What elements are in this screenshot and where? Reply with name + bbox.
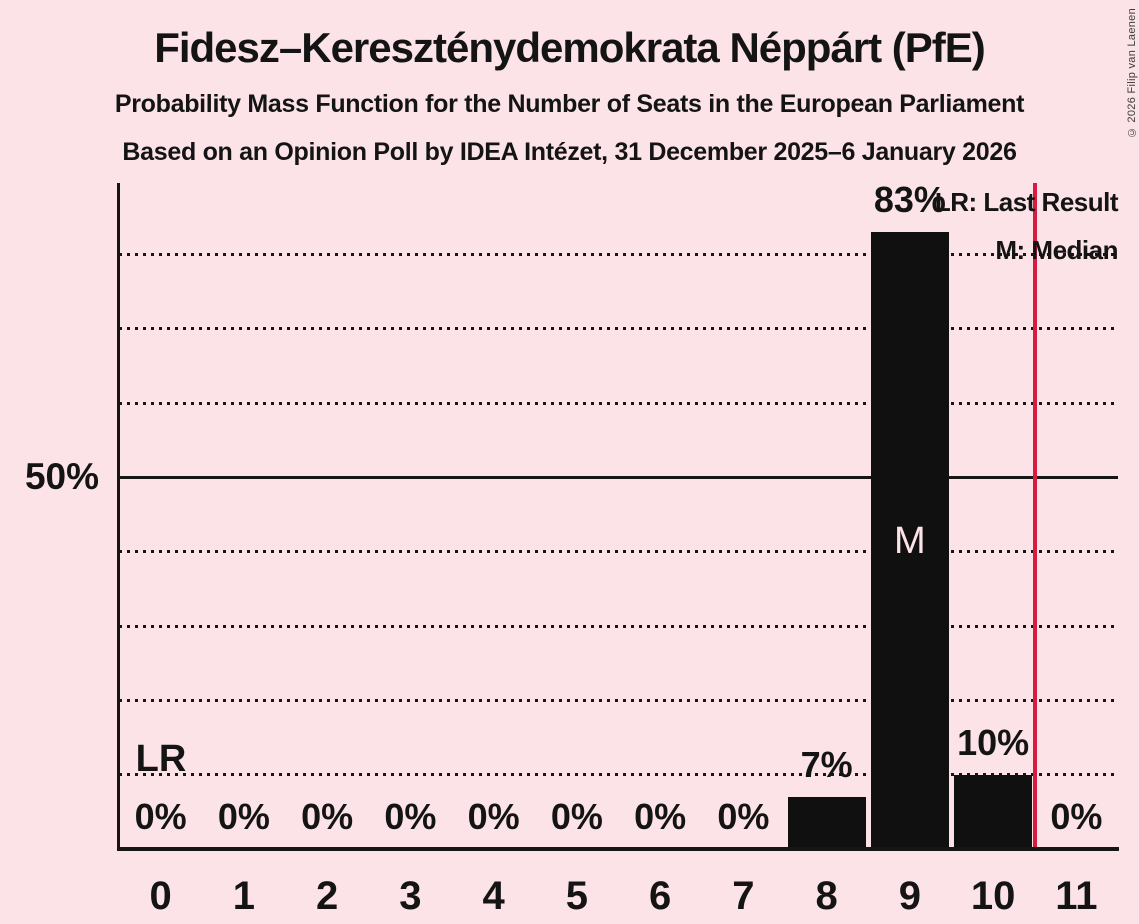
x-axis-line [117,847,1119,851]
x-axis-tick-4: 4 [482,874,505,918]
x-axis-tick-8: 8 [815,874,838,918]
legend-median: M: Median [995,235,1118,265]
legend-last-result: LR: Last Result [934,187,1119,217]
x-axis-tick-10: 10 [970,874,1016,918]
chart-subtitle-line1: Probability Mass Function for the Number… [114,90,1025,118]
y-axis-tick-50: 50% [24,456,99,497]
gridline-70pct [119,327,1118,331]
bar-label-seat-6: 0% [634,796,687,837]
last-result-label: LR [135,738,187,780]
x-axis-tick-0: 0 [149,874,172,918]
x-axis-tick-6: 6 [649,874,672,918]
chart-subtitle-line2: Based on an Opinion Poll by IDEA Intézet… [122,138,1017,166]
last-result-line [1032,183,1037,847]
bar-seat-9 [870,232,949,847]
x-axis-tick-1: 1 [232,874,255,918]
x-axis-tick-2: 2 [316,874,339,918]
gridline-80pct [119,253,1118,257]
median-marker: M [894,519,926,562]
bar-label-seat-1: 0% [217,796,270,837]
bar-seat-8 [787,796,866,847]
bar-label-seat-11: 0% [1050,796,1103,837]
x-axis-tick-5: 5 [565,874,588,918]
chart-title: Fidesz–Kereszténydemokrata Néppárt (PfE) [154,24,986,71]
bar-label-seat-2: 0% [301,796,354,837]
gridline-30pct [119,624,1118,628]
gridline-10pct [119,773,1118,777]
bar-label-seat-3: 0% [384,796,437,837]
bar-label-seat-5: 0% [550,796,603,837]
bar-label-seat-0: 0% [134,796,187,837]
y-axis-line [117,183,120,851]
x-axis-tick-7: 7 [732,874,755,918]
gridline-60pct [119,401,1118,405]
bar-label-seat-4: 0% [467,796,520,837]
bar-label-seat-8: 7% [800,743,853,785]
bar-seat-10 [954,774,1033,847]
gridline-40pct [119,550,1118,554]
gridline-20pct [119,698,1118,702]
x-axis-tick-3: 3 [399,874,422,918]
bar-label-seat-7: 0% [717,796,770,837]
gridline-50pct [119,476,1118,479]
x-axis-tick-9: 9 [898,874,921,918]
bar-label-seat-10: 10% [957,721,1030,763]
bar-label-seat-9: 83% [873,179,946,221]
x-axis-tick-11: 11 [1055,874,1098,918]
